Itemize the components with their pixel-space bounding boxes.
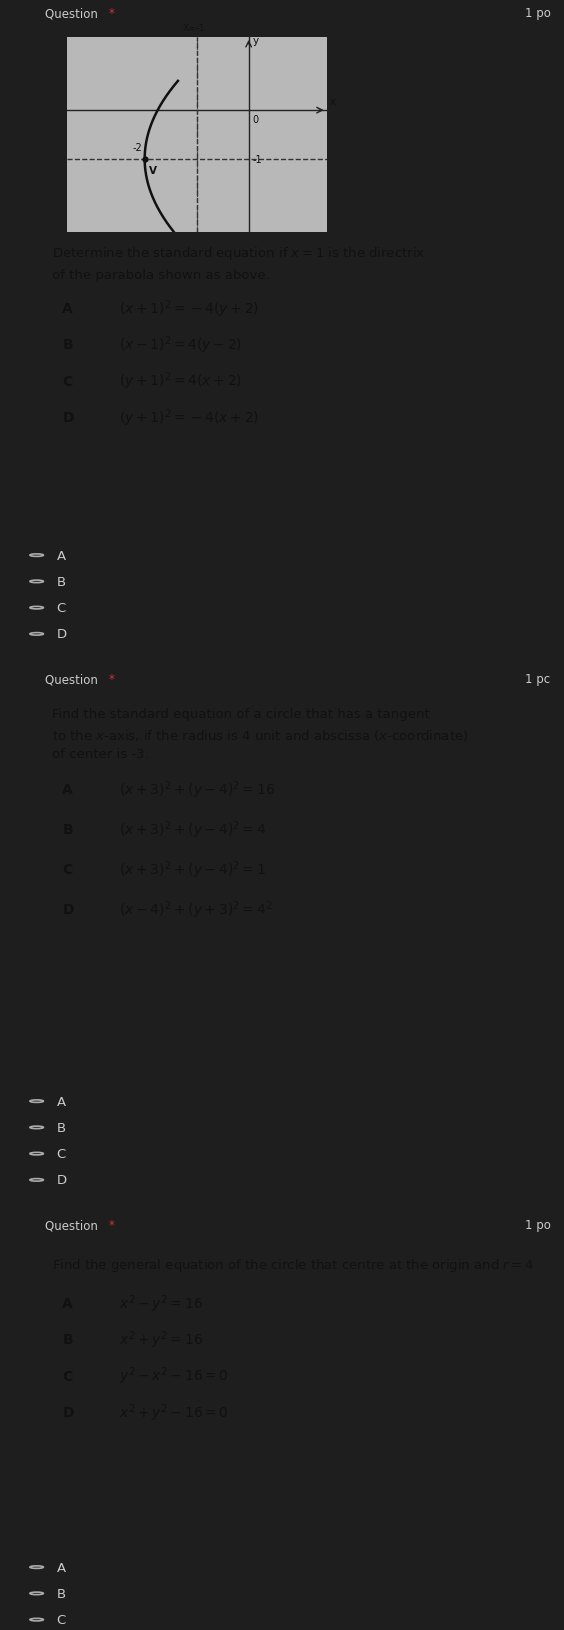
Text: X=-1: X=-1 [183, 24, 205, 33]
Text: to the $x$-axis, if the radius is 4 unit and abscissa ($x$-coordinate): to the $x$-axis, if the radius is 4 unit… [52, 727, 469, 743]
Text: D: D [62, 903, 74, 916]
Text: $(x-4)^2+(y+3)^2=4^2$: $(x-4)^2+(y+3)^2=4^2$ [119, 898, 272, 921]
Text: $(y+1)^2=-4(x+2)$: $(y+1)^2=-4(x+2)$ [119, 408, 259, 429]
Text: of center is -3.: of center is -3. [52, 748, 149, 761]
Text: Find the general equation of the circle that centre at the origin and $r=4$: Find the general equation of the circle … [52, 1257, 534, 1273]
Text: Question: Question [45, 673, 102, 686]
Text: $(x+3)^2+(y-4)^2=16$: $(x+3)^2+(y-4)^2=16$ [119, 779, 275, 800]
Text: *: * [108, 673, 114, 686]
Text: $y^2-x^2-16=0$: $y^2-x^2-16=0$ [119, 1364, 228, 1387]
Text: 1 po: 1 po [525, 1219, 550, 1232]
Text: A: A [62, 1296, 73, 1311]
Text: x: x [329, 98, 336, 108]
Text: $(x+1)^2=-4(y+2)$: $(x+1)^2=-4(y+2)$ [119, 298, 259, 319]
Text: *: * [108, 8, 114, 21]
Text: B: B [56, 1121, 65, 1134]
Text: $(x-1)^2=4(y-2)$: $(x-1)^2=4(y-2)$ [119, 334, 242, 355]
Text: V: V [149, 166, 157, 176]
Text: B: B [62, 337, 73, 352]
Text: B: B [62, 1333, 73, 1346]
Text: $x^2+y^2-16=0$: $x^2+y^2-16=0$ [119, 1402, 228, 1423]
Text: of the parabola shown as above.: of the parabola shown as above. [52, 269, 270, 282]
Text: Question: Question [45, 1219, 102, 1232]
Text: $x^2-y^2=16$: $x^2-y^2=16$ [119, 1293, 203, 1314]
Text: y: y [253, 36, 259, 46]
Text: C: C [62, 1369, 73, 1382]
Text: 1 po: 1 po [525, 8, 550, 21]
Text: A: A [62, 302, 73, 316]
Text: *: * [108, 1219, 114, 1232]
Text: C: C [62, 862, 73, 877]
Text: C: C [56, 601, 65, 615]
Text: C: C [56, 1614, 65, 1627]
Text: B: B [56, 575, 65, 588]
Text: D: D [62, 1405, 74, 1420]
Text: C: C [62, 375, 73, 388]
Text: $x^2+y^2=16$: $x^2+y^2=16$ [119, 1328, 203, 1350]
Text: $(x+3)^2+(y-4)^2=4$: $(x+3)^2+(y-4)^2=4$ [119, 818, 266, 841]
Text: A: A [56, 549, 65, 562]
Text: Determine the standard equation if $x=1$ is the directrix: Determine the standard equation if $x=1$… [52, 244, 425, 262]
Text: Find the standard equation of a circle that has a tangent: Find the standard equation of a circle t… [52, 707, 430, 720]
Text: Question: Question [45, 8, 102, 21]
Text: 0: 0 [253, 116, 259, 126]
Text: A: A [56, 1095, 65, 1108]
Text: C: C [56, 1148, 65, 1161]
Text: $(x+3)^2+(y-4)^2=1$: $(x+3)^2+(y-4)^2=1$ [119, 859, 266, 880]
Text: A: A [56, 1560, 65, 1573]
Text: D: D [56, 628, 67, 641]
Text: $(y+1)^2=4(x+2)$: $(y+1)^2=4(x+2)$ [119, 370, 242, 393]
Text: D: D [56, 1174, 67, 1187]
Text: -2: -2 [133, 143, 142, 153]
Text: -1: -1 [253, 155, 262, 165]
Text: B: B [56, 1588, 65, 1601]
Text: B: B [62, 823, 73, 836]
Text: 1 pc: 1 pc [525, 673, 550, 686]
Text: A: A [62, 782, 73, 797]
Text: D: D [62, 411, 74, 424]
